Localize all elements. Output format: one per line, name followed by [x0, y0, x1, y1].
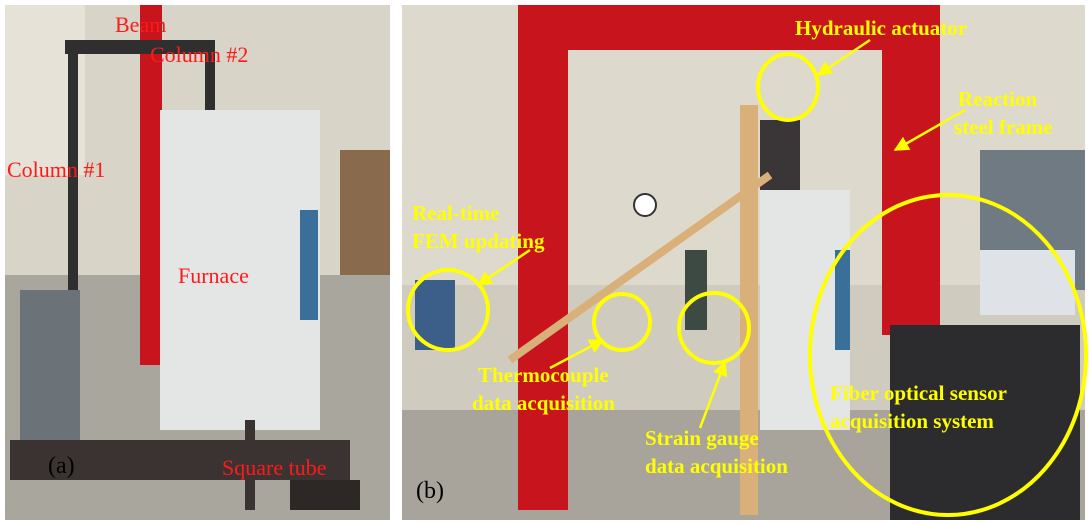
label: Beam	[115, 12, 166, 37]
label: Furnace	[178, 263, 249, 288]
panel-tag: (a)	[48, 453, 75, 479]
annotation-text: Reaction	[958, 87, 1038, 111]
annotation-text: data acquisition	[472, 391, 615, 415]
annotation-text: Real-time	[412, 201, 499, 225]
label: Square tube	[222, 455, 326, 480]
figure: Beam Column #2 Column #1 Furnace Square …	[0, 0, 1089, 525]
annotation-text: Thermocouple	[478, 363, 609, 387]
panel-tag: (b)	[416, 478, 444, 504]
annotation-text: Fiber optical sensor	[830, 381, 1007, 405]
annotation-text: steel frame	[954, 115, 1053, 139]
label: Column #2	[150, 42, 248, 67]
annotation-text: Hydraulic actuator	[795, 16, 967, 40]
label: Column #1	[7, 157, 105, 182]
annotation-text: acquisition system	[830, 409, 994, 433]
annotation-text: data acquisition	[645, 454, 788, 478]
annotation-text: FEM updating	[412, 229, 545, 253]
annotation-text: Strain gauge	[645, 426, 759, 450]
